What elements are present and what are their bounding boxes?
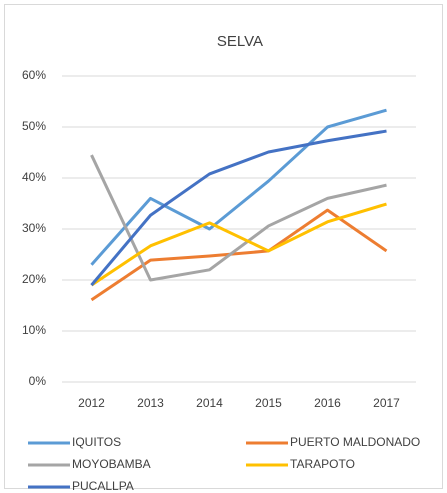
- x-tick-label: 2017: [373, 396, 400, 410]
- line-series: [90, 202, 387, 287]
- legend-label: PUCALLPA: [72, 479, 134, 493]
- legend-label: IQUITOS: [72, 435, 121, 449]
- y-tick-label: 60%: [22, 68, 46, 82]
- x-tick-label: 2013: [137, 396, 164, 410]
- line-series: [90, 129, 387, 287]
- y-tick-label: 10%: [22, 323, 46, 337]
- x-tick-label: 2015: [255, 396, 282, 410]
- y-tick-label: 20%: [22, 272, 46, 286]
- y-tick-label: 40%: [22, 170, 46, 184]
- x-tick-label: 2016: [314, 396, 341, 410]
- line-series: [90, 154, 387, 282]
- chart-title: SELVA: [217, 33, 263, 50]
- x-tick-label: 2014: [196, 396, 223, 410]
- x-tick-label: 2012: [78, 396, 105, 410]
- line-series: [90, 208, 388, 302]
- y-tick-label: 50%: [22, 119, 46, 133]
- y-tick-label: 30%: [22, 221, 46, 235]
- legend-label: MOYOBAMBA: [72, 457, 151, 471]
- chart-frame: [4, 4, 443, 489]
- legend-label: TARAPOTO: [290, 457, 355, 471]
- legend-label: PUERTO MALDONADO: [290, 435, 420, 449]
- line-series: [90, 108, 387, 266]
- y-tick-label: 0%: [29, 374, 47, 388]
